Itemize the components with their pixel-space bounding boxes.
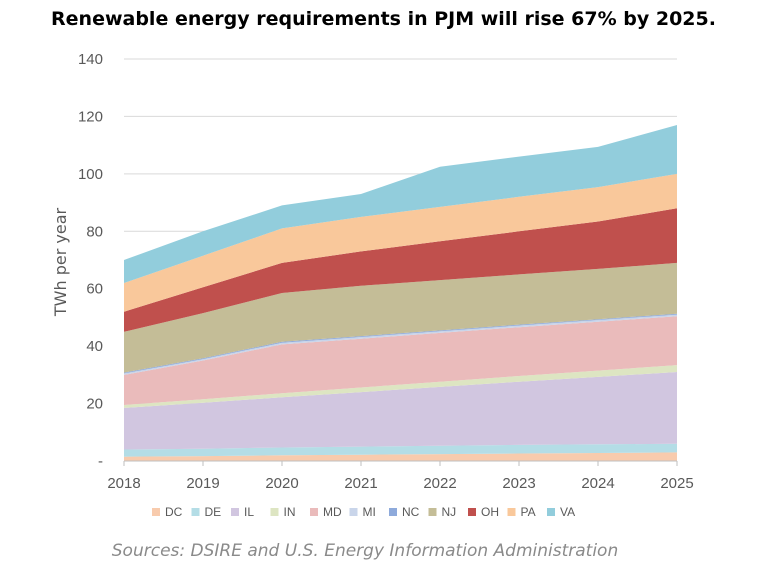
chart-title: Renewable energy requirements in PJM wil… <box>51 8 716 30</box>
area-de <box>124 443 677 457</box>
area-dc <box>124 452 677 461</box>
legend-label-va: VA <box>560 505 575 519</box>
area-il <box>124 372 677 450</box>
y-axis-title: TWh per year <box>51 207 70 317</box>
area-md <box>124 316 677 405</box>
area-nj <box>124 262 677 373</box>
legend-swatch-il <box>231 508 239 516</box>
x-tick-label: 2020 <box>265 475 298 492</box>
y-tick-label: 140 <box>78 51 103 68</box>
x-tick-label: 2023 <box>502 475 535 492</box>
y-tick-label: 60 <box>86 281 103 298</box>
y-tick-label: 80 <box>86 223 103 240</box>
y-tick-label: 120 <box>78 108 103 125</box>
legend-label-pa: PA <box>521 505 536 519</box>
legend-label-il: IL <box>244 505 254 519</box>
area-in <box>124 365 677 408</box>
legend-label-oh: OH <box>481 505 499 519</box>
legend-swatch-oh <box>468 508 476 516</box>
area-pa <box>124 173 677 312</box>
legend-swatch-va <box>547 508 555 516</box>
legend-label-dc: DC <box>165 505 183 519</box>
y-tick-label: 20 <box>86 396 103 413</box>
legend-swatch-de <box>191 508 200 516</box>
x-tick-label: 2025 <box>660 475 693 492</box>
source-note: Sources: DSIRE and U.S. Energy Informati… <box>111 541 619 561</box>
legend-swatch-mi <box>349 508 358 516</box>
legend-label-nc: NC <box>402 505 420 519</box>
legend-swatch-pa <box>507 508 516 516</box>
legend-swatch-nj <box>428 508 437 516</box>
legend-swatch-nc <box>389 508 397 516</box>
x-tick-label: 2018 <box>107 475 140 492</box>
legend: DC DE IL IN MD MI NC NJ OH PA VA <box>152 505 575 519</box>
legend-swatch-md <box>310 508 318 516</box>
y-tick-label: 100 <box>78 166 103 183</box>
x-tick-label: 2022 <box>423 475 456 492</box>
x-tick-label: 2019 <box>186 475 219 492</box>
x-tick-label: 2021 <box>344 475 377 492</box>
legend-label-de: DE <box>205 505 222 519</box>
legend-label-in: IN <box>284 505 296 519</box>
axes: TWh per year - 20 40 60 80 100 120 140 2018 2019 2… <box>51 51 694 492</box>
x-tick-label: 2024 <box>581 475 614 492</box>
legend-label-nj: NJ <box>442 505 457 519</box>
y-tick-label: 40 <box>86 338 103 355</box>
area-oh <box>124 208 677 332</box>
legend-swatch-dc <box>152 508 160 516</box>
y-tick-label: - <box>98 453 103 470</box>
stacked-areas <box>124 125 677 461</box>
legend-label-mi: MI <box>363 505 376 519</box>
legend-swatch-in <box>270 508 279 516</box>
area-va <box>124 125 677 283</box>
legend-label-md: MD <box>323 505 342 519</box>
